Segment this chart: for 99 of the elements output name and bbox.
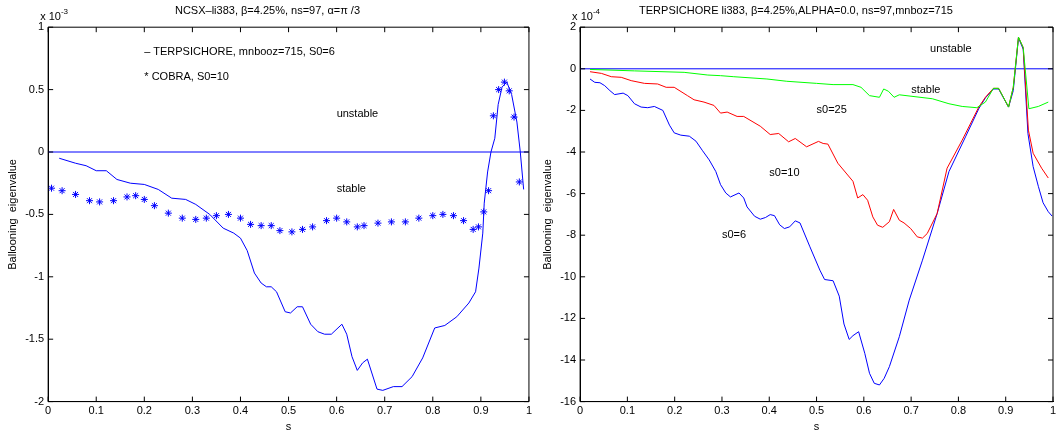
point [71,190,80,199]
point [224,210,233,219]
point [489,111,498,120]
y-tick-label: 2 [569,20,577,33]
point [298,225,307,234]
point [236,214,245,223]
x-tick-label: 0.1 [619,404,636,417]
point [479,207,488,216]
y-tick-label: -10 [560,269,577,282]
x-tick-label: 0.2 [667,404,683,417]
point [257,221,266,230]
y-tick-label: -8 [566,228,577,241]
point [267,221,276,230]
point [212,211,221,220]
point [178,214,187,223]
x-tick-label: 0.2 [136,404,152,417]
y-tick-label: -12 [560,311,577,324]
point [494,85,503,94]
point [387,217,396,226]
x-axis-title: s [813,420,820,433]
point [308,222,317,231]
x-tick-label: 0.1 [88,404,104,417]
y-tick-label: -2 [34,394,45,407]
point [342,217,351,226]
x-tick-label: 1 [525,404,532,417]
point [474,222,483,231]
point [505,86,514,95]
point [85,196,94,205]
x-tick-label: 0.5 [280,404,297,417]
point [515,177,524,186]
point [246,220,255,229]
point [95,197,104,206]
chart-title: TERPSICHORE li383, β=4.25%,ALPHA=0.0, ns=97,mnboz=715 [639,3,953,16]
point [48,184,56,193]
y-tick-label: 0 [569,61,577,74]
x-tick-label: 0.8 [425,404,441,417]
point [428,211,437,220]
point [332,214,341,223]
point [401,217,410,226]
y-axis-title: Ballooning eigenvalue [5,159,18,270]
x-tick-label: 0.8 [950,404,967,417]
x-tick-label: 0.6 [328,404,345,417]
x-tick-label: 0.4 [232,404,249,417]
point [191,215,200,224]
y-tick-label: -1.5 [25,332,45,345]
point [322,216,331,225]
x-tick-label: 0.4 [761,404,777,417]
annotation: stable [911,83,941,96]
annotation: stable [336,182,366,195]
point [459,216,468,225]
point [58,186,67,195]
x-tick-label: 0.9 [473,404,489,417]
annotation: * COBRA, S0=10 [144,70,229,83]
x-tick-label: 0.3 [184,404,201,417]
point [449,211,458,220]
x-tick-label: 0.7 [903,404,919,417]
y-tick-label: -0.5 [25,207,45,220]
y-axis-title: Ballooning eigenvalue [540,159,553,270]
x-axis-title: s [285,420,292,433]
y-tick-label: -6 [566,186,577,199]
point [202,214,211,223]
y-tick-label: -2 [566,103,577,116]
annotation: unstable [930,41,972,54]
annotation: s0=6 [721,228,747,241]
point [109,196,118,205]
point [469,225,478,234]
y-tick-label: -16 [560,394,577,407]
point [414,214,423,223]
y-tick-label: -4 [566,145,577,158]
point [150,201,159,210]
annotation: unstable [336,107,379,120]
point [500,78,509,87]
y-tick-label: -1 [34,269,45,282]
point [438,210,447,219]
point [140,195,149,204]
y-tick-label: 0 [38,145,45,158]
chart-title: NCSX–li383, β=4.25%, ns=97, α=π /3 [174,3,361,16]
point [373,219,382,228]
x-tick-label: 0.3 [714,404,730,417]
point [123,192,131,201]
point [275,226,284,235]
point [287,227,296,236]
annotation: s0=25 [816,103,847,116]
point [131,191,140,200]
x-tick-label: 1 [1049,404,1057,417]
annotation: s0=10 [769,165,800,178]
x-tick-label: 0.9 [998,404,1014,417]
point [484,186,493,195]
x-tick-label: 0.7 [377,404,393,417]
point [164,209,173,218]
y-tick-label: -14 [560,353,577,366]
point [353,222,362,231]
y-tick-label: 1 [38,20,45,33]
point [510,113,519,122]
x-tick-label: 0.5 [808,404,825,417]
point [360,221,369,230]
y-tick-label: 0.5 [28,82,45,95]
x-tick-label: 0.6 [856,404,872,417]
annotation: – TERPSICHORE, mnbooz=715, S0=6 [144,45,335,58]
